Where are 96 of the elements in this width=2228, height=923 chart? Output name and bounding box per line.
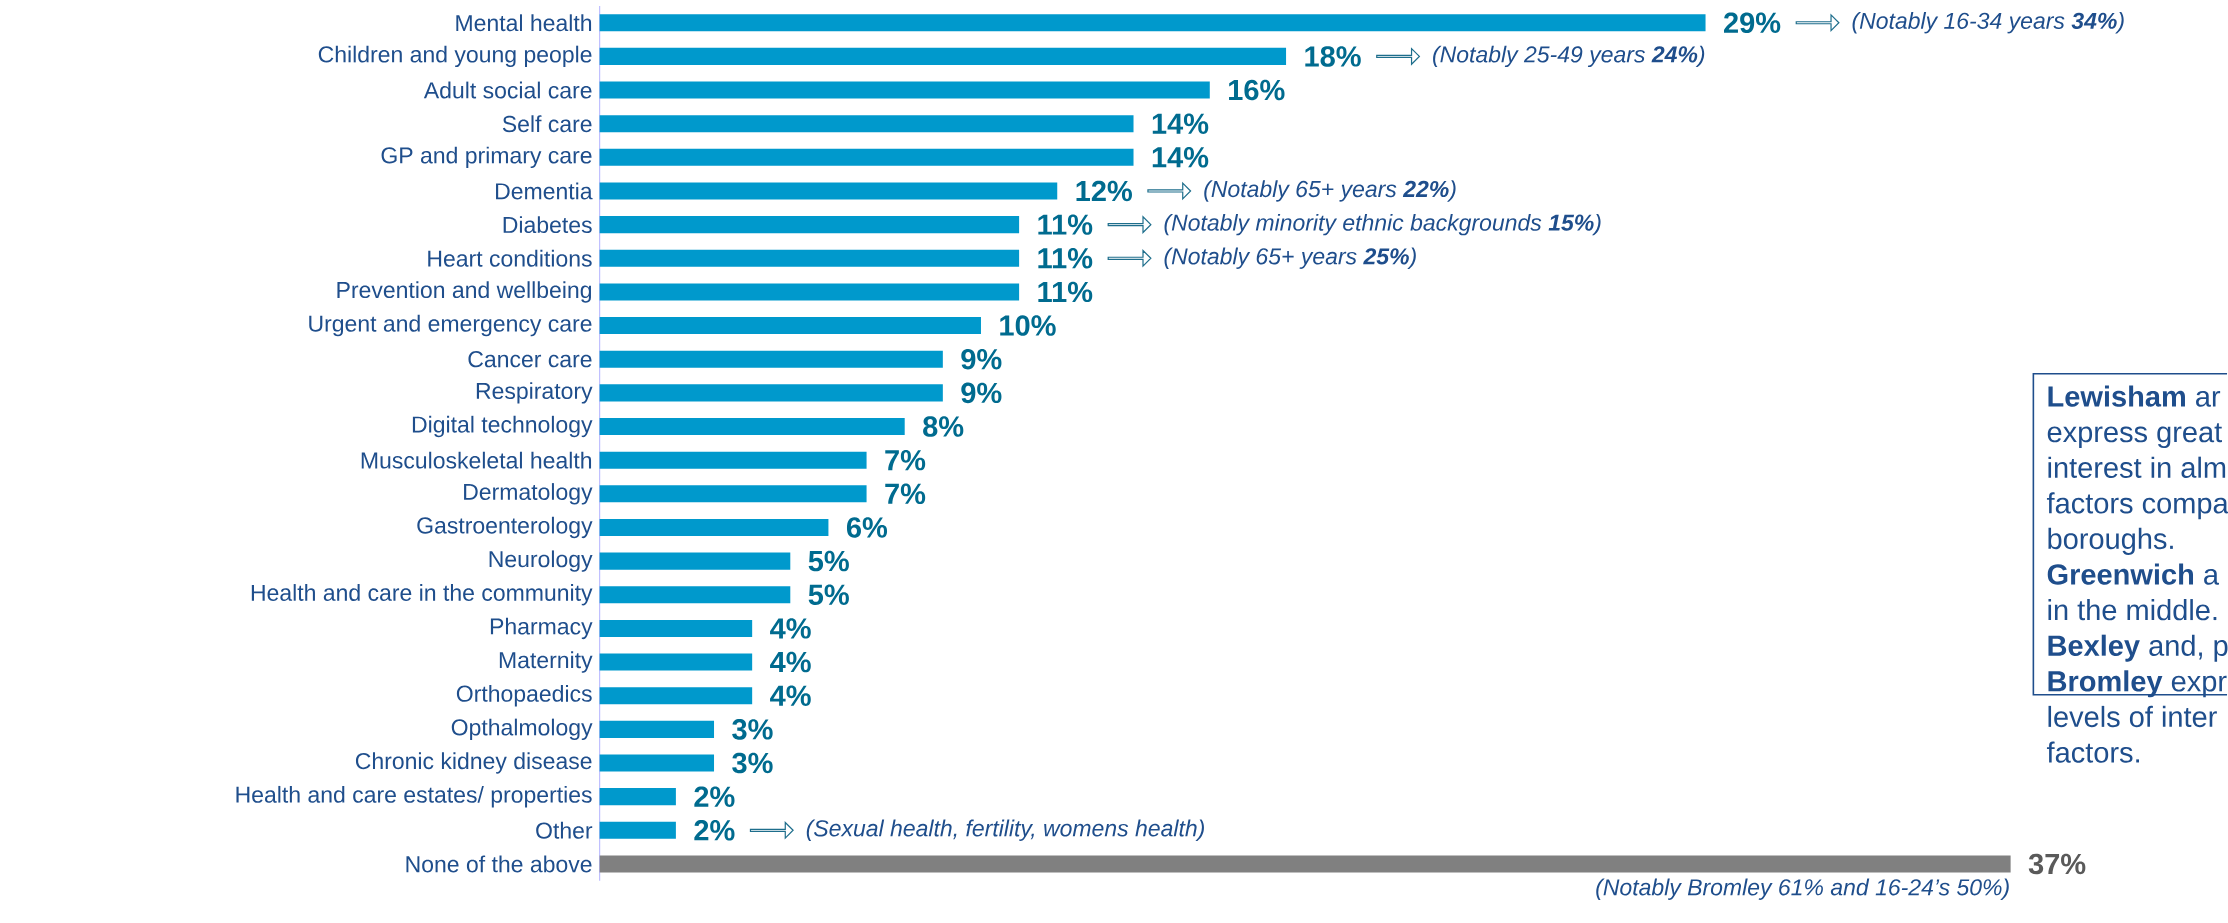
data-label: 14% bbox=[1152, 147, 1209, 168]
annotation: (Notably 65+ years 22%) bbox=[1204, 180, 1456, 202]
data-label: 4% bbox=[770, 685, 811, 706]
y-tick-label: GP and primary care bbox=[381, 146, 592, 169]
bar bbox=[599, 451, 867, 469]
y-tick-label: Health and care in the community bbox=[251, 584, 593, 606]
data-label: 6% bbox=[846, 517, 888, 538]
y-tick-label: Adult social care bbox=[423, 81, 592, 99]
bar bbox=[599, 81, 1210, 99]
y-tick-label: Cancer care bbox=[468, 351, 592, 368]
data-label: 7% bbox=[885, 449, 926, 471]
bar bbox=[599, 384, 943, 402]
y-tick-label: Heart conditions bbox=[428, 249, 592, 267]
data-label: 5% bbox=[808, 584, 849, 605]
annotation: (Notably 25-49 years 24%) bbox=[1433, 45, 1705, 68]
text: Lewisham ar bbox=[2048, 385, 2221, 407]
y-tick-label: Dementia bbox=[496, 182, 593, 200]
annotation: (Notably 16-34 years 34%) bbox=[1852, 12, 2124, 34]
bar bbox=[599, 47, 1287, 65]
bar bbox=[599, 821, 676, 839]
data-label: 5% bbox=[808, 550, 849, 572]
y-tick-label: Children and young people bbox=[318, 45, 592, 68]
data-label: 2% bbox=[694, 820, 735, 841]
data-label: 18% bbox=[1305, 46, 1361, 67]
bar bbox=[599, 788, 676, 806]
data-label: 2% bbox=[694, 786, 735, 807]
bar bbox=[599, 14, 1706, 32]
bar bbox=[599, 317, 981, 335]
bar bbox=[599, 687, 753, 705]
data-label: 37% bbox=[2028, 853, 2086, 875]
y-tick-label: Digital technology bbox=[412, 415, 593, 438]
bar bbox=[599, 518, 829, 536]
bar bbox=[599, 417, 905, 436]
y-tick-label: Mental health bbox=[456, 14, 592, 32]
bar bbox=[599, 653, 753, 671]
y-tick-label: Respiratory bbox=[476, 382, 593, 404]
data-label: 8% bbox=[923, 416, 964, 437]
annotation: (Sexual health, fertility, womens health) bbox=[806, 819, 1204, 842]
bar bbox=[599, 350, 943, 368]
bar bbox=[599, 552, 791, 570]
annotation: (Notably minority ethnic backgrounds 15%) bbox=[1164, 213, 1601, 236]
y-tick-label: Chronic kidney disease bbox=[355, 752, 592, 774]
bar bbox=[599, 148, 1134, 166]
y-tick-label: Gastroenterology bbox=[417, 516, 593, 539]
y-tick-label: Orthopaedics bbox=[456, 685, 592, 707]
text: Bexley and, p bbox=[2048, 634, 2228, 662]
data-label: 12% bbox=[1076, 180, 1132, 202]
data-label: 3% bbox=[732, 719, 773, 740]
y-tick-label: Urgent and emergency care bbox=[309, 314, 592, 337]
data-label: 4% bbox=[770, 618, 811, 639]
data-label: 7% bbox=[885, 483, 926, 505]
y-tick-label: Pharmacy bbox=[490, 617, 593, 640]
text: levels of inter bbox=[2048, 705, 2217, 728]
data-label: 11% bbox=[1038, 214, 1093, 235]
y-tick-label: Prevention and wellbeing bbox=[337, 281, 592, 303]
data-label: 9% bbox=[961, 348, 1002, 370]
bar bbox=[599, 249, 1020, 267]
y-tick-label: Health and care estates/ properties bbox=[236, 785, 592, 808]
bar bbox=[599, 586, 791, 604]
y-tick-label: Diabetes bbox=[503, 216, 592, 234]
bar bbox=[599, 283, 1020, 301]
text: Bromley expr bbox=[2048, 670, 2227, 698]
bar bbox=[599, 754, 715, 772]
text: factors compa bbox=[2046, 492, 2228, 520]
data-label: 11% bbox=[1038, 281, 1093, 303]
annotation: (Notably 65+ years 25%) bbox=[1164, 247, 1416, 270]
y-tick-label: None of the above bbox=[406, 855, 592, 873]
data-label: 9% bbox=[961, 382, 1002, 404]
y-tick-label: Self care bbox=[502, 115, 592, 133]
bar bbox=[599, 855, 2011, 873]
text: boroughs. bbox=[2048, 527, 2173, 555]
y-tick-label: Dermatology bbox=[464, 483, 593, 505]
y-tick-label: Neurology bbox=[489, 550, 593, 572]
bar bbox=[599, 619, 753, 637]
data-label: 11% bbox=[1038, 248, 1093, 269]
text: in the middle. bbox=[2048, 599, 2217, 621]
annotation: (Notably Bromley 61% and 16-24’s 50%) bbox=[1596, 878, 2009, 900]
bar bbox=[599, 720, 715, 738]
y-tick-label: Maternity bbox=[499, 651, 593, 673]
text: interest in alm bbox=[2048, 456, 2226, 478]
data-label: 29% bbox=[1724, 12, 1781, 34]
text: express great bbox=[2047, 423, 2222, 449]
data-label: 16% bbox=[1229, 79, 1285, 101]
text: factors. bbox=[2046, 741, 2139, 763]
y-tick-label: Other bbox=[536, 821, 593, 839]
data-label: 10% bbox=[1000, 315, 1056, 336]
bar bbox=[599, 485, 867, 503]
text: Greenwich a bbox=[2047, 563, 2219, 585]
bar bbox=[599, 216, 1020, 234]
y-tick-label: Opthalmology bbox=[451, 718, 593, 741]
y-tick-label: Musculoskeletal health bbox=[361, 451, 592, 469]
data-label: 4% bbox=[770, 651, 811, 673]
data-label: 14% bbox=[1152, 113, 1209, 134]
bar bbox=[599, 115, 1134, 133]
bar bbox=[599, 182, 1058, 200]
data-label: 3% bbox=[732, 752, 773, 774]
